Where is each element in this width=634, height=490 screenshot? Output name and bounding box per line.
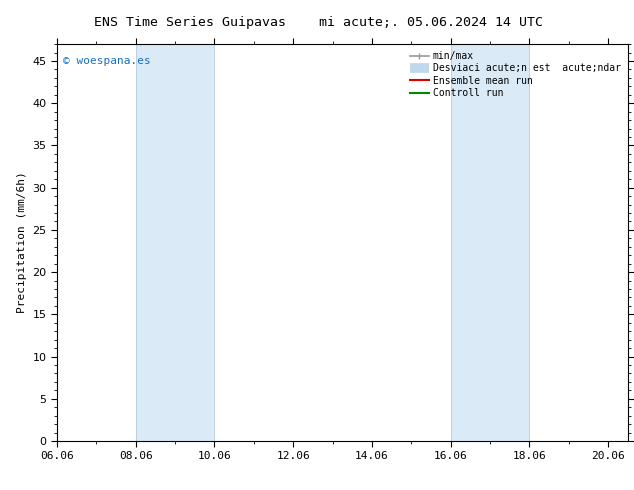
Y-axis label: Precipitation (mm/6h): Precipitation (mm/6h) bbox=[17, 172, 27, 314]
Bar bbox=[451, 44, 529, 441]
Text: © woespana.es: © woespana.es bbox=[63, 56, 150, 66]
Legend: min/max, Desviaci acute;n est  acute;ndar, Ensemble mean run, Controll run: min/max, Desviaci acute;n est acute;ndar… bbox=[408, 49, 623, 100]
Text: mi acute;. 05.06.2024 14 UTC: mi acute;. 05.06.2024 14 UTC bbox=[319, 16, 543, 28]
Bar bbox=[136, 44, 214, 441]
Text: ENS Time Series Guipavas: ENS Time Series Guipavas bbox=[94, 16, 286, 28]
